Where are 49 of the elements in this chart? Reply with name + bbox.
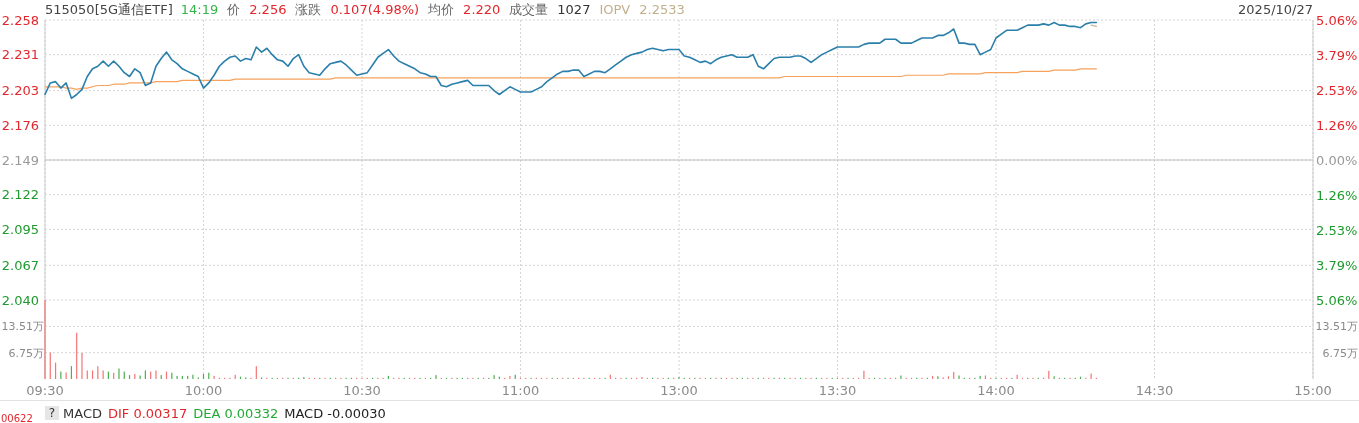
text: 14:19 <box>180 2 219 17</box>
y2-tick-label: 13.51万 <box>1315 320 1358 334</box>
x-tick-label: 09:30 <box>26 383 64 398</box>
y-tick-label: 2.122 <box>1 187 39 203</box>
text: 涨跌 <box>295 2 322 17</box>
x-tick-label: 15:00 <box>1294 383 1332 398</box>
text: 1027 <box>557 2 591 17</box>
y-tick-label: 2.040 <box>1 292 39 308</box>
y-tick-label: 2.258 <box>1 12 39 28</box>
y-tick-label: 2.231 <box>1 47 39 63</box>
text: 2.220 <box>463 2 501 17</box>
y-tick-label: 2.176 <box>1 118 39 133</box>
x-tick-label: 14:30 <box>1135 383 1174 398</box>
text: 0.107(4.98%) <box>330 2 420 17</box>
y2-tick-label: 1.26% <box>1316 117 1358 133</box>
y2-tick-label: 5.06% <box>1316 292 1358 308</box>
text: 成交量 <box>509 2 549 17</box>
y-tick-label: 2.203 <box>1 83 39 99</box>
text: 价 <box>226 2 241 17</box>
text: DIF 0.00317 <box>107 406 188 421</box>
y2-tick-label: 3.79% <box>1316 257 1358 273</box>
text: DEA 0.00332 <box>193 406 279 421</box>
y2-tick-label: 0.00% <box>1316 152 1358 168</box>
x-tick-label: 14:00 <box>977 383 1015 398</box>
y-tick-label: 2.067 <box>1 258 39 273</box>
y-tick-label: 2.095 <box>1 222 39 238</box>
text: IOPV <box>599 2 631 17</box>
y2-tick-label: 2.53% <box>1316 82 1358 98</box>
y2-tick-label: 3.79% <box>1316 47 1358 63</box>
x-tick-label: 10:30 <box>343 383 381 398</box>
y2-tick-label: 1.26% <box>1316 187 1358 203</box>
text: MACD <box>63 406 102 421</box>
text: 2025/10/27 <box>1238 2 1313 17</box>
y-tick-label: 2.149 <box>1 152 39 168</box>
chart-title: 515050[5G通信ETF] <box>45 2 173 17</box>
y2-tick-label: 6.75万 <box>1322 346 1358 360</box>
y-tick-label: 13.51万 <box>1 320 44 334</box>
y2-tick-label: 5.06% <box>1316 12 1358 28</box>
text: 2.256 <box>249 2 287 17</box>
text: 00622 <box>1 413 33 423</box>
y2-tick-label: 2.53% <box>1316 222 1358 238</box>
x-tick-label: 11:00 <box>501 383 540 398</box>
text: MACD -0.00030 <box>284 406 386 421</box>
x-tick-label: 10:00 <box>184 383 223 398</box>
text: 均价 <box>427 2 455 17</box>
y-tick-label: 6.75万 <box>8 346 44 360</box>
x-tick-label: 13:00 <box>660 383 698 398</box>
x-tick-label: 13:30 <box>818 383 857 398</box>
text: 2.2533 <box>639 2 685 17</box>
